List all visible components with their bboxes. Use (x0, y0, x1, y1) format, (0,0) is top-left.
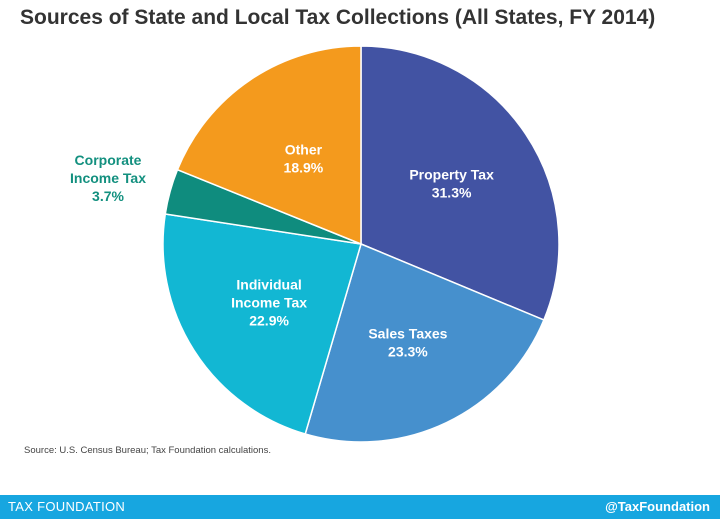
slice-label-property-tax-value: 31.3% (432, 185, 472, 201)
pie-slice-other (176, 45, 362, 246)
slice-label-corporate-income-tax-value: 3.7% (92, 188, 124, 204)
slice-label-corporate-income-tax-name: Income Tax (70, 170, 146, 186)
slice-label-sales-taxes-name: Sales Taxes (368, 325, 447, 341)
chart-title: Sources of State and Local Tax Collectio… (20, 6, 656, 29)
slice-label-individual-income-tax-name: Individual (236, 276, 301, 292)
footer-handle[interactable]: @TaxFoundation (605, 499, 710, 514)
slice-label-individual-income-tax-name: Income Tax (231, 294, 307, 310)
pie-chart: Property Tax 31.3% Sales Taxes 23.3% Individ… (70, 45, 560, 443)
slice-label-sales-taxes-value: 23.3% (388, 343, 428, 359)
footer-brand[interactable]: TAX FOUNDATION (8, 499, 126, 514)
source-note: Source: U.S. Census Bureau; Tax Foundati… (24, 445, 271, 456)
slice-label-property-tax-name: Property Tax (409, 167, 494, 183)
slice-label-corporate-income-tax-name: Corporate (75, 152, 142, 168)
pie-slice-individual-income-tax (162, 213, 362, 435)
slice-label-individual-income-tax-value: 22.9% (249, 312, 289, 328)
slice-label-other-value: 18.9% (284, 160, 324, 176)
slice-label-other-name: Other (285, 142, 323, 158)
footer-bar: TAX FOUNDATION @TaxFoundation (0, 495, 720, 519)
pie-slice-property-tax (360, 45, 560, 321)
pie-slice-sales-taxes (304, 242, 545, 443)
